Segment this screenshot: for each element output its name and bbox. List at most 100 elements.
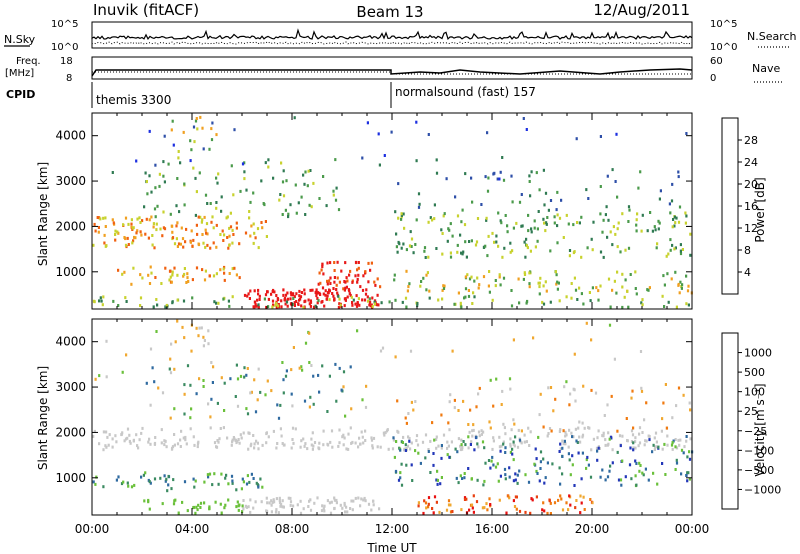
range-gate-cell (220, 195, 223, 199)
range-gate-cell (276, 297, 279, 300)
range-gate-cell (193, 485, 196, 489)
range-gate-cell (626, 289, 629, 293)
range-gate-cell (364, 429, 367, 433)
range-gate-cell (654, 228, 657, 232)
range-gate-cell (293, 295, 296, 299)
range-gate-cell (164, 305, 167, 309)
range-gate-cell (672, 218, 675, 221)
range-gate-cell (238, 242, 241, 246)
range-gate-cell (297, 201, 300, 205)
range-gate-cell (395, 440, 398, 443)
range-gate-cell (225, 216, 228, 220)
range-gate-cell (511, 200, 514, 204)
freq-label-1: Freq. (16, 56, 41, 67)
range-gate-cell (456, 450, 459, 454)
range-gate-cell (235, 221, 238, 225)
range-gate-cell (667, 252, 670, 256)
range-gate-cell (471, 302, 474, 305)
range-gate-cell (220, 376, 223, 380)
range-gate-cell (138, 216, 141, 220)
range-gate-cell (520, 441, 523, 445)
range-gate-cell (530, 497, 533, 501)
range-gate-cell (420, 280, 423, 283)
noise-tick-high-left: 10^5 (51, 19, 78, 30)
range-gate-cell (482, 430, 485, 434)
range-gate-cell (350, 295, 353, 299)
range-gate-cell (608, 437, 611, 441)
range-gate-cell (352, 298, 355, 302)
range-gate-cell (255, 304, 258, 308)
range-gate-cell (262, 202, 265, 205)
station-title: Inuvik (fitACF) (93, 1, 199, 19)
range-gate-cell (432, 511, 435, 515)
range-gate-cell (215, 245, 218, 249)
range-gate-cell (234, 395, 237, 398)
range-gate-cell (549, 512, 552, 515)
range-gate-cell (170, 128, 173, 132)
colorbar-frame (721, 117, 739, 295)
range-gate-cell (411, 479, 414, 482)
range-gate-cell (294, 183, 297, 187)
range-gate-cell (182, 299, 186, 303)
colorbar-tick-label: 24 (744, 156, 758, 169)
range-gate-cell (303, 182, 306, 186)
range-gate-cell (459, 448, 462, 452)
range-gate-cell (379, 285, 382, 289)
range-gate-cell (307, 505, 310, 508)
range-gate-cell (361, 398, 364, 402)
range-gate-cell (537, 435, 540, 439)
range-gate-cell (318, 390, 321, 394)
range-gate-cell (114, 434, 117, 438)
y-tick-label: 4000 (55, 129, 86, 143)
range-gate-cell (547, 386, 550, 390)
range-gate-cell (357, 297, 360, 301)
freq-panel (91, 56, 693, 80)
range-gate-cell (192, 505, 195, 509)
range-gate-cell (299, 445, 302, 449)
range-gate-cell (447, 227, 450, 231)
range-gate-cell (478, 434, 481, 438)
range-gate-cell (231, 438, 234, 442)
range-gate-cell (535, 495, 538, 499)
range-gate-cell (520, 429, 523, 433)
range-gate-cell (250, 224, 253, 228)
range-gate-cell (511, 447, 514, 451)
range-gate-cell (640, 386, 643, 390)
range-gate-cell (328, 279, 331, 283)
range-gate-cell (324, 293, 327, 297)
range-gate-cell (210, 138, 214, 142)
range-gate-cell (364, 439, 367, 442)
range-gate-cell (536, 227, 539, 231)
range-gate-cell (257, 303, 260, 307)
range-gate-cell (206, 473, 209, 477)
range-gate-cell (173, 266, 176, 270)
range-gate-cell (158, 184, 161, 188)
range-gate-cell (275, 294, 278, 297)
range-gate-cell (500, 403, 503, 406)
range-gate-cell (190, 148, 193, 152)
range-gate-cell (462, 399, 465, 403)
range-gate-cell (567, 445, 570, 449)
range-gate-cell (630, 429, 634, 433)
range-gate-cell (356, 329, 359, 333)
range-gate-cell (92, 434, 95, 438)
range-gate-cell (590, 338, 593, 342)
range-gate-cell (213, 441, 217, 445)
range-gate-cell (167, 162, 170, 166)
range-gate-cell (363, 496, 366, 500)
range-gate-cell (356, 277, 359, 281)
range-gate-cell (485, 502, 488, 506)
range-gate-cell (529, 511, 532, 515)
range-gate-cell (641, 303, 644, 307)
range-gate-cell (183, 480, 187, 484)
range-gate-cell (240, 436, 243, 440)
range-gate-cell (248, 297, 251, 300)
range-gate-cell (657, 219, 660, 223)
range-gate-cell (131, 226, 134, 230)
range-gate-cell (560, 198, 563, 202)
range-gate-cell (461, 446, 464, 449)
range-gate-cell (259, 477, 262, 481)
range-gate-cell (182, 245, 185, 249)
colorbar-tick-label: 8 (744, 244, 751, 257)
range-gate-cell (355, 304, 359, 308)
